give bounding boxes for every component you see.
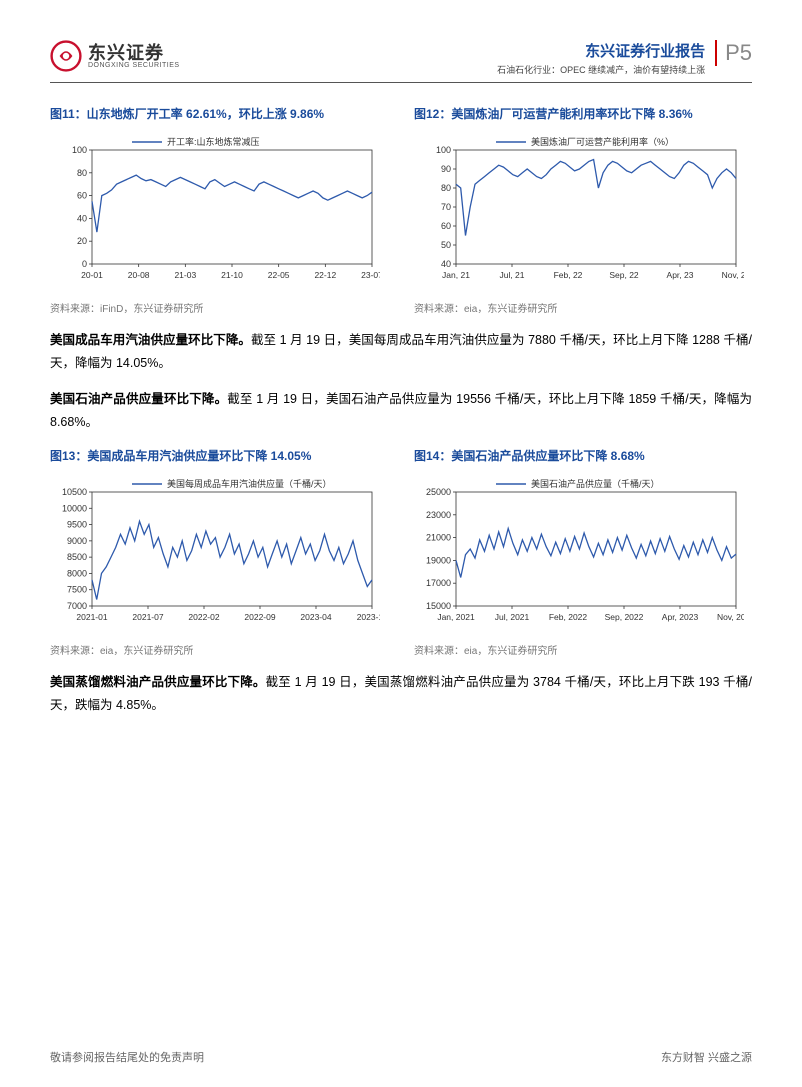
svg-text:50: 50 [441,240,451,250]
svg-text:7500: 7500 [67,585,87,595]
svg-text:Nov, 23: Nov, 23 [722,270,744,280]
svg-text:80: 80 [441,183,451,193]
para1-bold: 美国成品车用汽油供应量环比下降。 [50,333,251,347]
svg-text:Nov, 2023: Nov, 2023 [717,612,744,622]
chart13: 美国每周成品车用汽油供应量（千桶/天） 7000 7500 8000 8500 9000 9… [50,474,388,634]
chart13-title: 图13：美国成品车用汽油供应量环比下降 14.05% [50,447,388,464]
svg-text:60: 60 [441,221,451,231]
svg-text:40: 40 [77,213,87,223]
svg-text:2021-01: 2021-01 [76,612,107,622]
svg-text:7000: 7000 [67,601,87,611]
svg-text:20-08: 20-08 [128,270,150,280]
svg-text:2023-04: 2023-04 [300,612,331,622]
svg-text:美国炼油厂可运营产能利用率（%）: 美国炼油厂可运营产能利用率（%） [531,136,674,147]
logo-en-text: DONGXING SECURITIES [88,62,180,69]
svg-text:Sep, 2022: Sep, 2022 [605,612,644,622]
svg-text:2021-07: 2021-07 [132,612,163,622]
svg-text:60: 60 [77,191,87,201]
svg-text:20-01: 20-01 [81,270,103,280]
svg-text:9500: 9500 [67,520,87,530]
svg-text:23-07: 23-07 [361,270,380,280]
chart14-title: 图14：美国石油产品供应量环比下降 8.68% [414,447,752,464]
svg-text:22-12: 22-12 [314,270,336,280]
page-header: 东兴证券 DONGXING SECURITIES 东兴证券行业报告 石油石化行业… [50,40,752,83]
svg-text:17000: 17000 [426,578,451,588]
chart14-source: 资料来源：eia，东兴证券研究所 [414,642,752,657]
svg-text:90: 90 [441,164,451,174]
logo-cn-text: 东兴证券 [88,44,180,62]
chart13-source: 资料来源：eia，东兴证券研究所 [50,642,388,657]
svg-text:0: 0 [82,259,87,269]
svg-text:10000: 10000 [62,503,87,513]
svg-text:21-03: 21-03 [174,270,196,280]
svg-text:10500: 10500 [62,487,87,497]
svg-text:开工率:山东地炼常减压: 开工率:山东地炼常减压 [167,136,260,147]
svg-text:美国石油产品供应量（千桶/天）: 美国石油产品供应量（千桶/天） [531,478,660,489]
svg-text:Jan, 21: Jan, 21 [442,270,470,280]
svg-text:80: 80 [77,168,87,178]
logo-block: 东兴证券 DONGXING SECURITIES [50,40,180,72]
svg-text:25000: 25000 [426,487,451,497]
para2-bold: 美国石油产品供应量环比下降。 [50,392,227,406]
svg-text:8500: 8500 [67,552,87,562]
svg-text:Feb, 22: Feb, 22 [554,270,583,280]
svg-text:40: 40 [441,259,451,269]
svg-text:Apr, 2023: Apr, 2023 [662,612,699,622]
chart12-title: 图12：美国炼油厂可运营产能利用率环比下降 8.36% [414,105,752,122]
svg-text:21-10: 21-10 [221,270,243,280]
svg-text:100: 100 [436,145,451,155]
svg-text:Feb, 2022: Feb, 2022 [549,612,588,622]
chart12: 美国炼油厂可运营产能利用率（%） 40 50 60 70 80 90 100 Jan, 21 Ju… [414,132,752,292]
chart11: 开工率:山东地炼常减压 0 20 40 60 80 100 20-01 20-08 21-03 21… [50,132,388,292]
report-subtitle: 石油石化行业：OPEC 继续减产，油价有望持续上涨 [497,63,705,76]
paragraph-1: 美国成品车用汽油供应量环比下降。截至 1 月 19 日，美国每周成品车用汽油供应… [50,329,752,374]
svg-text:21000: 21000 [426,533,451,543]
footer-left: 敬请参阅报告结尾处的免责声明 [50,1049,204,1065]
footer-right: 东方财智 兴盛之源 [661,1049,752,1065]
svg-text:23000: 23000 [426,510,451,520]
svg-text:8000: 8000 [67,568,87,578]
svg-text:15000: 15000 [426,601,451,611]
svg-text:9000: 9000 [67,536,87,546]
chart14: 美国石油产品供应量（千桶/天） 15000 17000 19000 21000 23000… [414,474,752,634]
svg-text:2022-09: 2022-09 [244,612,275,622]
svg-text:19000: 19000 [426,555,451,565]
chart12-source: 资料来源：eia，东兴证券研究所 [414,300,752,315]
svg-text:22-05: 22-05 [268,270,290,280]
chart11-source: 资料来源：iFinD，东兴证券研究所 [50,300,388,315]
paragraph-3: 美国蒸馏燃料油产品供应量环比下降。截至 1 月 19 日，美国蒸馏燃料油产品供应… [50,671,752,716]
para3-bold: 美国蒸馏燃料油产品供应量环比下降。 [50,675,266,689]
paragraph-2: 美国石油产品供应量环比下降。截至 1 月 19 日，美国石油产品供应量为 195… [50,388,752,433]
page-number: P5 [715,40,752,66]
chart11-title: 图11：山东地炼厂开工率 62.61%，环比上涨 9.86% [50,105,388,122]
svg-text:2022-02: 2022-02 [188,612,219,622]
svg-text:Sep, 22: Sep, 22 [609,270,639,280]
svg-text:Jul, 2021: Jul, 2021 [495,612,530,622]
svg-text:Apr, 23: Apr, 23 [667,270,694,280]
svg-text:2023-11: 2023-11 [357,612,380,622]
svg-text:20: 20 [77,236,87,246]
svg-text:美国每周成品车用汽油供应量（千桶/天）: 美国每周成品车用汽油供应量（千桶/天） [167,478,332,489]
svg-text:Jan, 2021: Jan, 2021 [437,612,475,622]
svg-text:70: 70 [441,202,451,212]
company-logo-icon [50,40,82,72]
svg-text:100: 100 [72,145,87,155]
svg-text:Jul, 21: Jul, 21 [499,270,524,280]
report-title: 东兴证券行业报告 [497,40,705,61]
